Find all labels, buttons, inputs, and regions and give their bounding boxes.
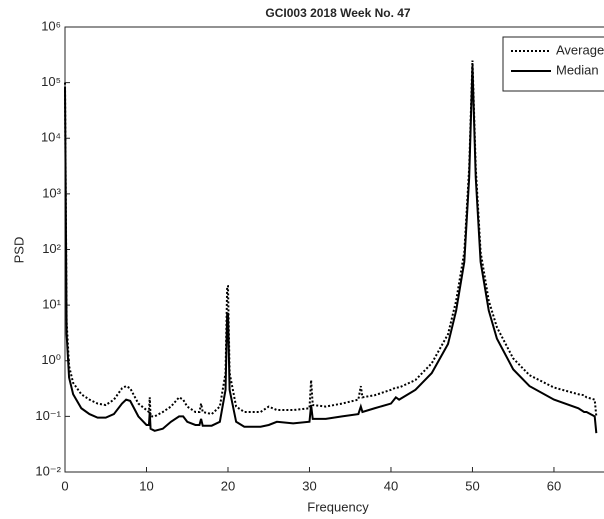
y-tick-label: 10⁻¹ [35,408,61,423]
legend-label: Average [556,42,604,57]
y-tick-label: 10³ [42,185,61,200]
x-tick-label: 20 [221,478,235,493]
y-tick-label: 10⁶ [41,18,61,33]
y-tick-label: 10⁴ [41,130,61,145]
y-tick-label: 10² [42,241,61,256]
y-tick-label: 10⁵ [41,74,61,89]
y-tick-label: 10⁻² [35,463,61,478]
y-tick-label: 10¹ [42,297,61,312]
x-tick-label: 0 [61,478,68,493]
series-line [64,65,598,434]
y-tick-label: 10⁰ [41,352,61,367]
plot-area [64,26,604,473]
chart-title: GCI003 2018 Week No. 47 [265,6,411,20]
x-tick-label: 10 [139,478,153,493]
x-tick-label: 30 [302,478,316,493]
y-axis-label: PSD [11,237,26,264]
legend-label: Median [556,62,599,77]
x-tick-label: 50 [465,478,479,493]
x-tick-label: 60 [547,478,561,493]
legend-box [502,36,604,92]
x-axis-label: Frequency [307,499,369,514]
x-tick-label: 40 [384,478,398,493]
